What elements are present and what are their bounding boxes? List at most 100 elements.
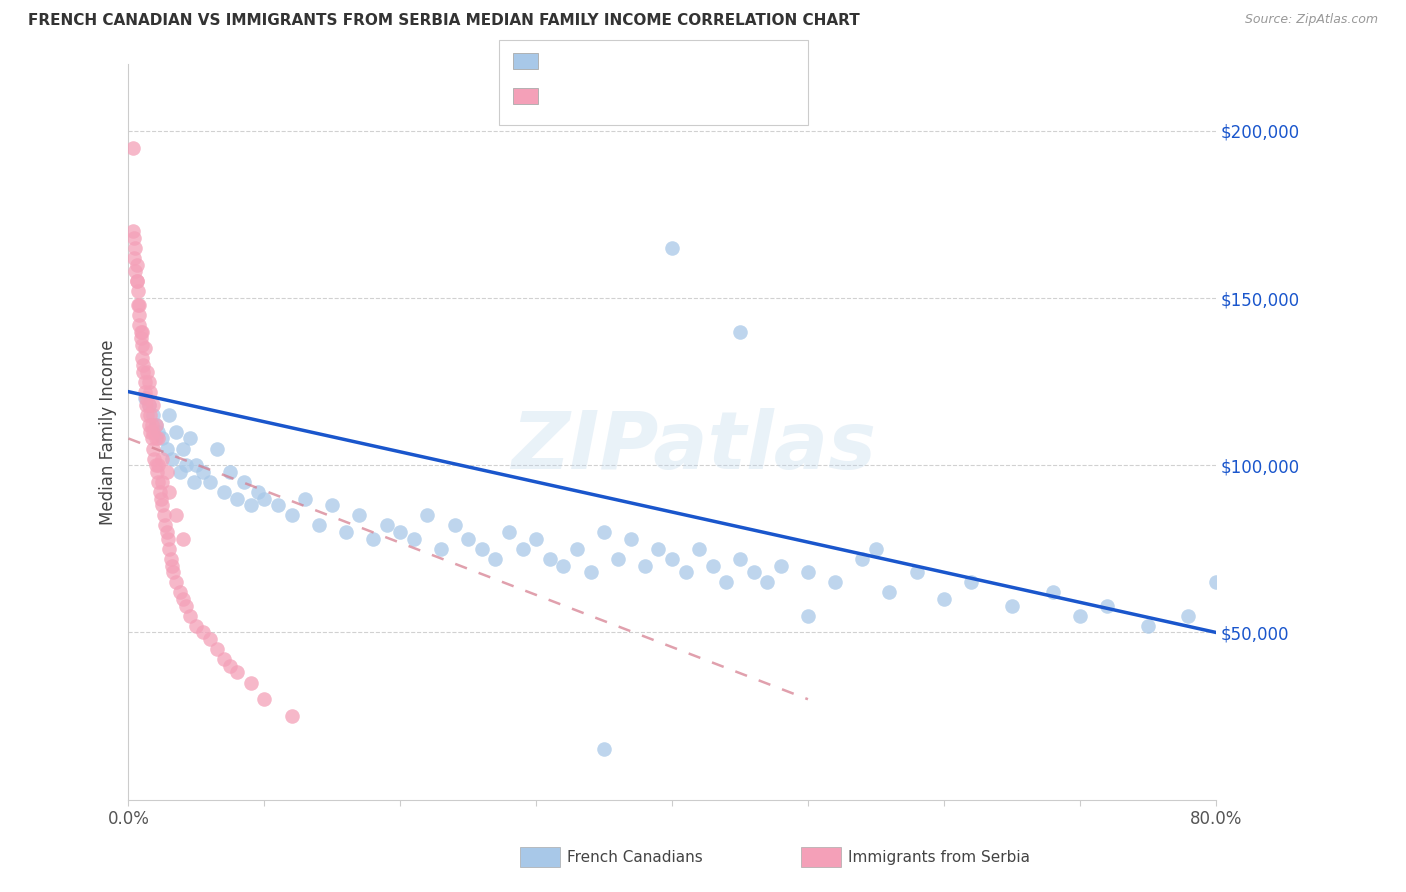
Point — [212, 652, 235, 666]
Point — [198, 475, 221, 489]
Point — [157, 408, 180, 422]
Point — [125, 258, 148, 272]
Point — [797, 608, 820, 623]
Point — [157, 541, 180, 556]
Point — [280, 709, 302, 723]
Point — [1095, 599, 1118, 613]
Point — [593, 525, 616, 540]
Point — [193, 625, 215, 640]
Text: -0.118: -0.118 — [591, 87, 650, 104]
Point — [155, 442, 177, 456]
Point — [135, 392, 157, 406]
Point — [128, 298, 150, 312]
Point — [165, 508, 187, 523]
Point — [1177, 608, 1199, 623]
Text: FRENCH CANADIAN VS IMMIGRANTS FROM SERBIA MEDIAN FAMILY INCOME CORRELATION CHART: FRENCH CANADIAN VS IMMIGRANTS FROM SERBI… — [28, 13, 860, 29]
Point — [593, 742, 616, 756]
Point — [484, 551, 506, 566]
Point — [349, 508, 371, 523]
Text: French Canadians: French Canadians — [567, 850, 703, 864]
Point — [688, 541, 710, 556]
Point — [141, 432, 163, 446]
Point — [524, 532, 547, 546]
Point — [198, 632, 221, 646]
Point — [159, 551, 181, 566]
Point — [142, 398, 165, 412]
Point — [932, 591, 955, 606]
Point — [131, 325, 153, 339]
Point — [742, 565, 765, 579]
Point — [134, 341, 156, 355]
Point — [579, 565, 602, 579]
Point — [153, 518, 176, 533]
Point — [165, 425, 187, 439]
Point — [728, 551, 751, 566]
Point — [212, 485, 235, 500]
Point — [253, 692, 276, 706]
Point — [879, 585, 901, 599]
Point — [960, 575, 983, 590]
Point — [148, 432, 170, 446]
Point — [122, 251, 145, 265]
Point — [125, 274, 148, 288]
Text: R =: R = — [548, 87, 589, 104]
Point — [132, 358, 155, 372]
Point — [233, 475, 256, 489]
Point — [174, 458, 197, 473]
Point — [905, 565, 928, 579]
Point — [226, 491, 249, 506]
Point — [127, 285, 149, 299]
Point — [127, 298, 149, 312]
Point — [193, 465, 215, 479]
Point — [728, 325, 751, 339]
Point — [1069, 608, 1091, 623]
Point — [226, 665, 249, 680]
Text: -0.407: -0.407 — [588, 51, 647, 69]
Point — [148, 458, 170, 473]
Point — [152, 451, 174, 466]
Point — [553, 558, 575, 573]
Point — [153, 508, 176, 523]
Point — [145, 432, 167, 446]
Point — [634, 558, 657, 573]
Point — [136, 365, 159, 379]
Point — [702, 558, 724, 573]
Point — [294, 491, 316, 506]
Point — [142, 408, 165, 422]
Point — [145, 418, 167, 433]
Point — [152, 475, 174, 489]
Point — [183, 475, 205, 489]
Point — [756, 575, 779, 590]
Point — [124, 241, 146, 255]
Point — [661, 241, 683, 255]
Point — [162, 565, 184, 579]
Point — [253, 491, 276, 506]
Point — [134, 375, 156, 389]
Point — [125, 274, 148, 288]
Text: 83: 83 — [720, 51, 742, 69]
Point — [335, 525, 357, 540]
Point — [156, 532, 179, 546]
Point — [416, 508, 439, 523]
Point — [172, 591, 194, 606]
Point — [239, 675, 262, 690]
Point — [661, 551, 683, 566]
Point — [620, 532, 643, 546]
Text: R =: R = — [548, 51, 585, 69]
Point — [139, 408, 162, 422]
Point — [132, 365, 155, 379]
Text: Immigrants from Serbia: Immigrants from Serbia — [848, 850, 1029, 864]
Point — [675, 565, 697, 579]
Point — [1205, 575, 1227, 590]
Point — [139, 384, 162, 399]
Point — [122, 231, 145, 245]
Point — [128, 308, 150, 322]
Point — [160, 558, 183, 573]
Point — [239, 499, 262, 513]
Point — [824, 575, 846, 590]
Point — [128, 318, 150, 332]
Point — [169, 465, 191, 479]
Point — [186, 458, 208, 473]
Point — [145, 458, 167, 473]
Point — [267, 499, 290, 513]
